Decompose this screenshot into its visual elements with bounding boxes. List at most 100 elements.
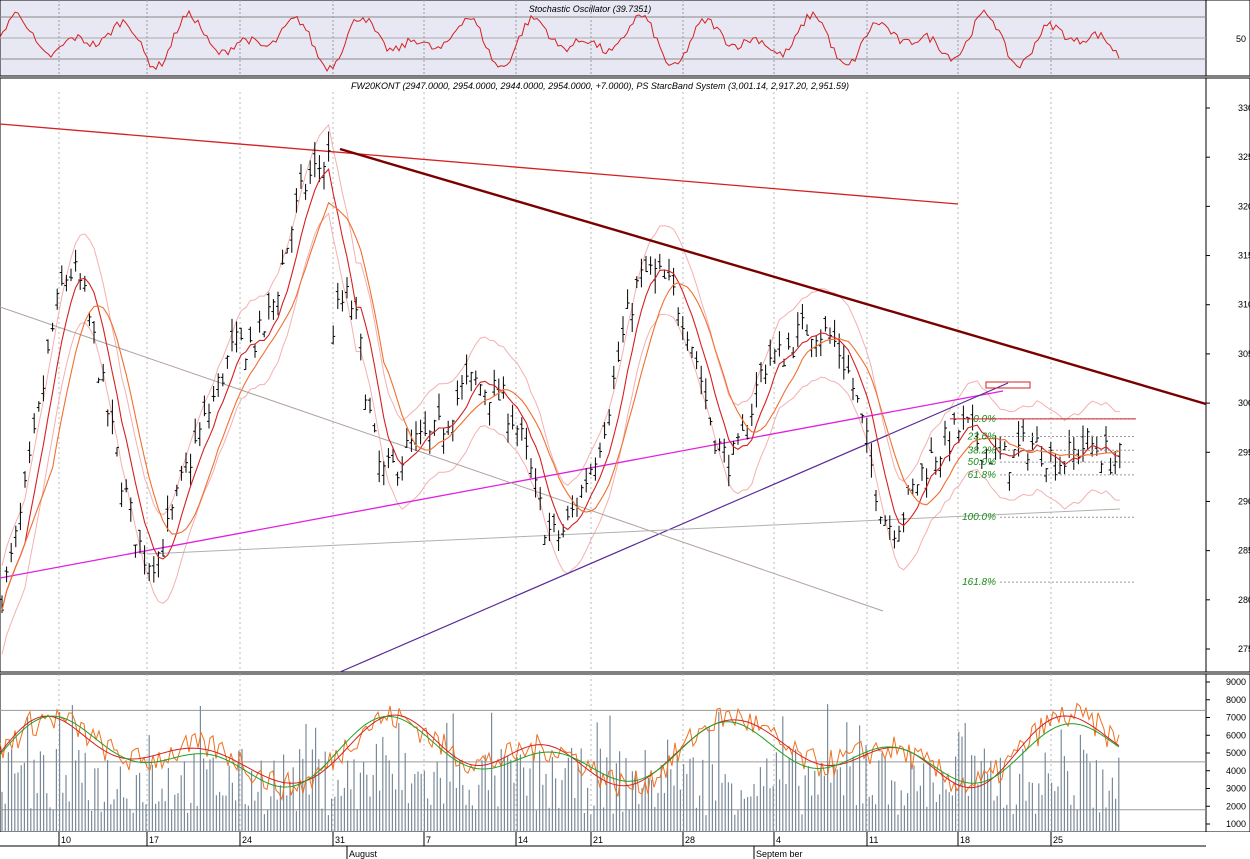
volume-tick-label: 9000	[1226, 677, 1246, 687]
candle	[772, 348, 777, 364]
candle	[685, 331, 690, 351]
candle	[243, 358, 248, 371]
candle	[786, 332, 791, 350]
date-axis: 10 17 24 31 7 14 21 28 4 11 18 25 August Septem ber	[0, 832, 1250, 859]
candle	[768, 339, 773, 366]
candle	[386, 448, 391, 469]
candle	[483, 389, 487, 406]
candle	[41, 375, 46, 402]
candle	[588, 463, 593, 476]
price-axis-bg	[1205, 77, 1250, 673]
candle	[542, 534, 547, 545]
day-tick-label: 10	[61, 835, 71, 845]
candle	[18, 502, 23, 531]
candle	[828, 327, 832, 344]
candle	[239, 327, 244, 341]
candle	[96, 377, 101, 384]
candle	[1016, 421, 1021, 457]
candle	[363, 394, 368, 410]
candle	[897, 525, 901, 542]
support-line-magenta	[0, 390, 1004, 579]
day-tick-label: 17	[149, 835, 159, 845]
candle	[1035, 426, 1039, 443]
candle	[32, 413, 37, 434]
base-line-gray	[146, 508, 1121, 555]
price-tick-label: 2900	[1238, 496, 1250, 506]
candle	[124, 479, 129, 493]
candle	[607, 409, 612, 426]
month-label: August	[349, 849, 378, 859]
candle	[174, 484, 179, 497]
candle	[598, 442, 602, 458]
moving-average-fast	[1, 168, 1120, 611]
candle	[391, 447, 395, 463]
candle	[759, 362, 763, 383]
volume-tick-label: 4000	[1226, 766, 1246, 776]
candle	[524, 427, 529, 460]
candle	[193, 418, 198, 444]
volume-tick-label: 5000	[1226, 748, 1246, 758]
candle	[27, 441, 32, 464]
candle	[266, 292, 271, 320]
candle	[55, 288, 60, 310]
candle	[1030, 432, 1035, 451]
candle	[979, 459, 984, 469]
candle	[220, 373, 225, 387]
candle	[556, 530, 561, 552]
candle	[915, 484, 920, 496]
candle	[1094, 436, 1099, 456]
candle	[694, 351, 699, 370]
candle	[671, 267, 676, 296]
candle	[478, 384, 483, 396]
candle	[736, 433, 740, 445]
candle	[257, 310, 262, 333]
candle	[188, 453, 193, 486]
candle	[754, 372, 759, 408]
candle	[763, 364, 768, 384]
day-tick-label: 28	[685, 835, 695, 845]
candle	[331, 325, 336, 345]
resistance-line-upper	[0, 123, 959, 205]
fib-level-label: 61.8%	[968, 470, 996, 481]
candle	[519, 417, 524, 441]
month-label: Septem ber	[756, 849, 803, 859]
candle	[317, 155, 322, 183]
volume-oscillator-fast	[0, 702, 1120, 801]
price-tick-label: 3000	[1238, 398, 1250, 408]
candle	[648, 256, 653, 275]
fibonacci-retracement: 0.0%23.6%38.2%50.0%61.8%100.0%161.8%	[950, 414, 1136, 588]
candle	[860, 413, 865, 424]
candle	[657, 253, 662, 270]
candle	[846, 354, 851, 374]
candle	[726, 454, 731, 487]
candle	[634, 276, 639, 289]
candle	[667, 258, 671, 281]
candle	[644, 255, 648, 273]
candle	[529, 458, 533, 478]
candle	[855, 395, 860, 403]
day-tick-label: 21	[593, 835, 603, 845]
stoch-tick-50: 50	[1236, 34, 1246, 44]
candle	[492, 369, 497, 397]
candle	[703, 378, 708, 410]
candle	[975, 431, 980, 451]
candle	[110, 399, 115, 435]
candle	[36, 401, 41, 412]
candle	[335, 282, 340, 310]
candle	[851, 377, 855, 401]
volume-average-mid	[0, 714, 1120, 789]
candle	[156, 551, 161, 578]
price-panel: FW20KONT (2947.0000, 2954.0000, 2944.000…	[0, 77, 1250, 673]
candle	[984, 447, 989, 460]
candle	[50, 322, 55, 332]
candle	[64, 274, 69, 292]
candle	[929, 437, 934, 454]
day-tick-label: 4	[776, 835, 781, 845]
candle	[271, 299, 276, 320]
candle	[161, 538, 165, 557]
stochastic-title: Stochastic Oscillator (39.7351)	[529, 4, 652, 14]
candle	[538, 487, 543, 511]
moving-average-slow	[1, 201, 1121, 611]
candle	[211, 385, 216, 402]
